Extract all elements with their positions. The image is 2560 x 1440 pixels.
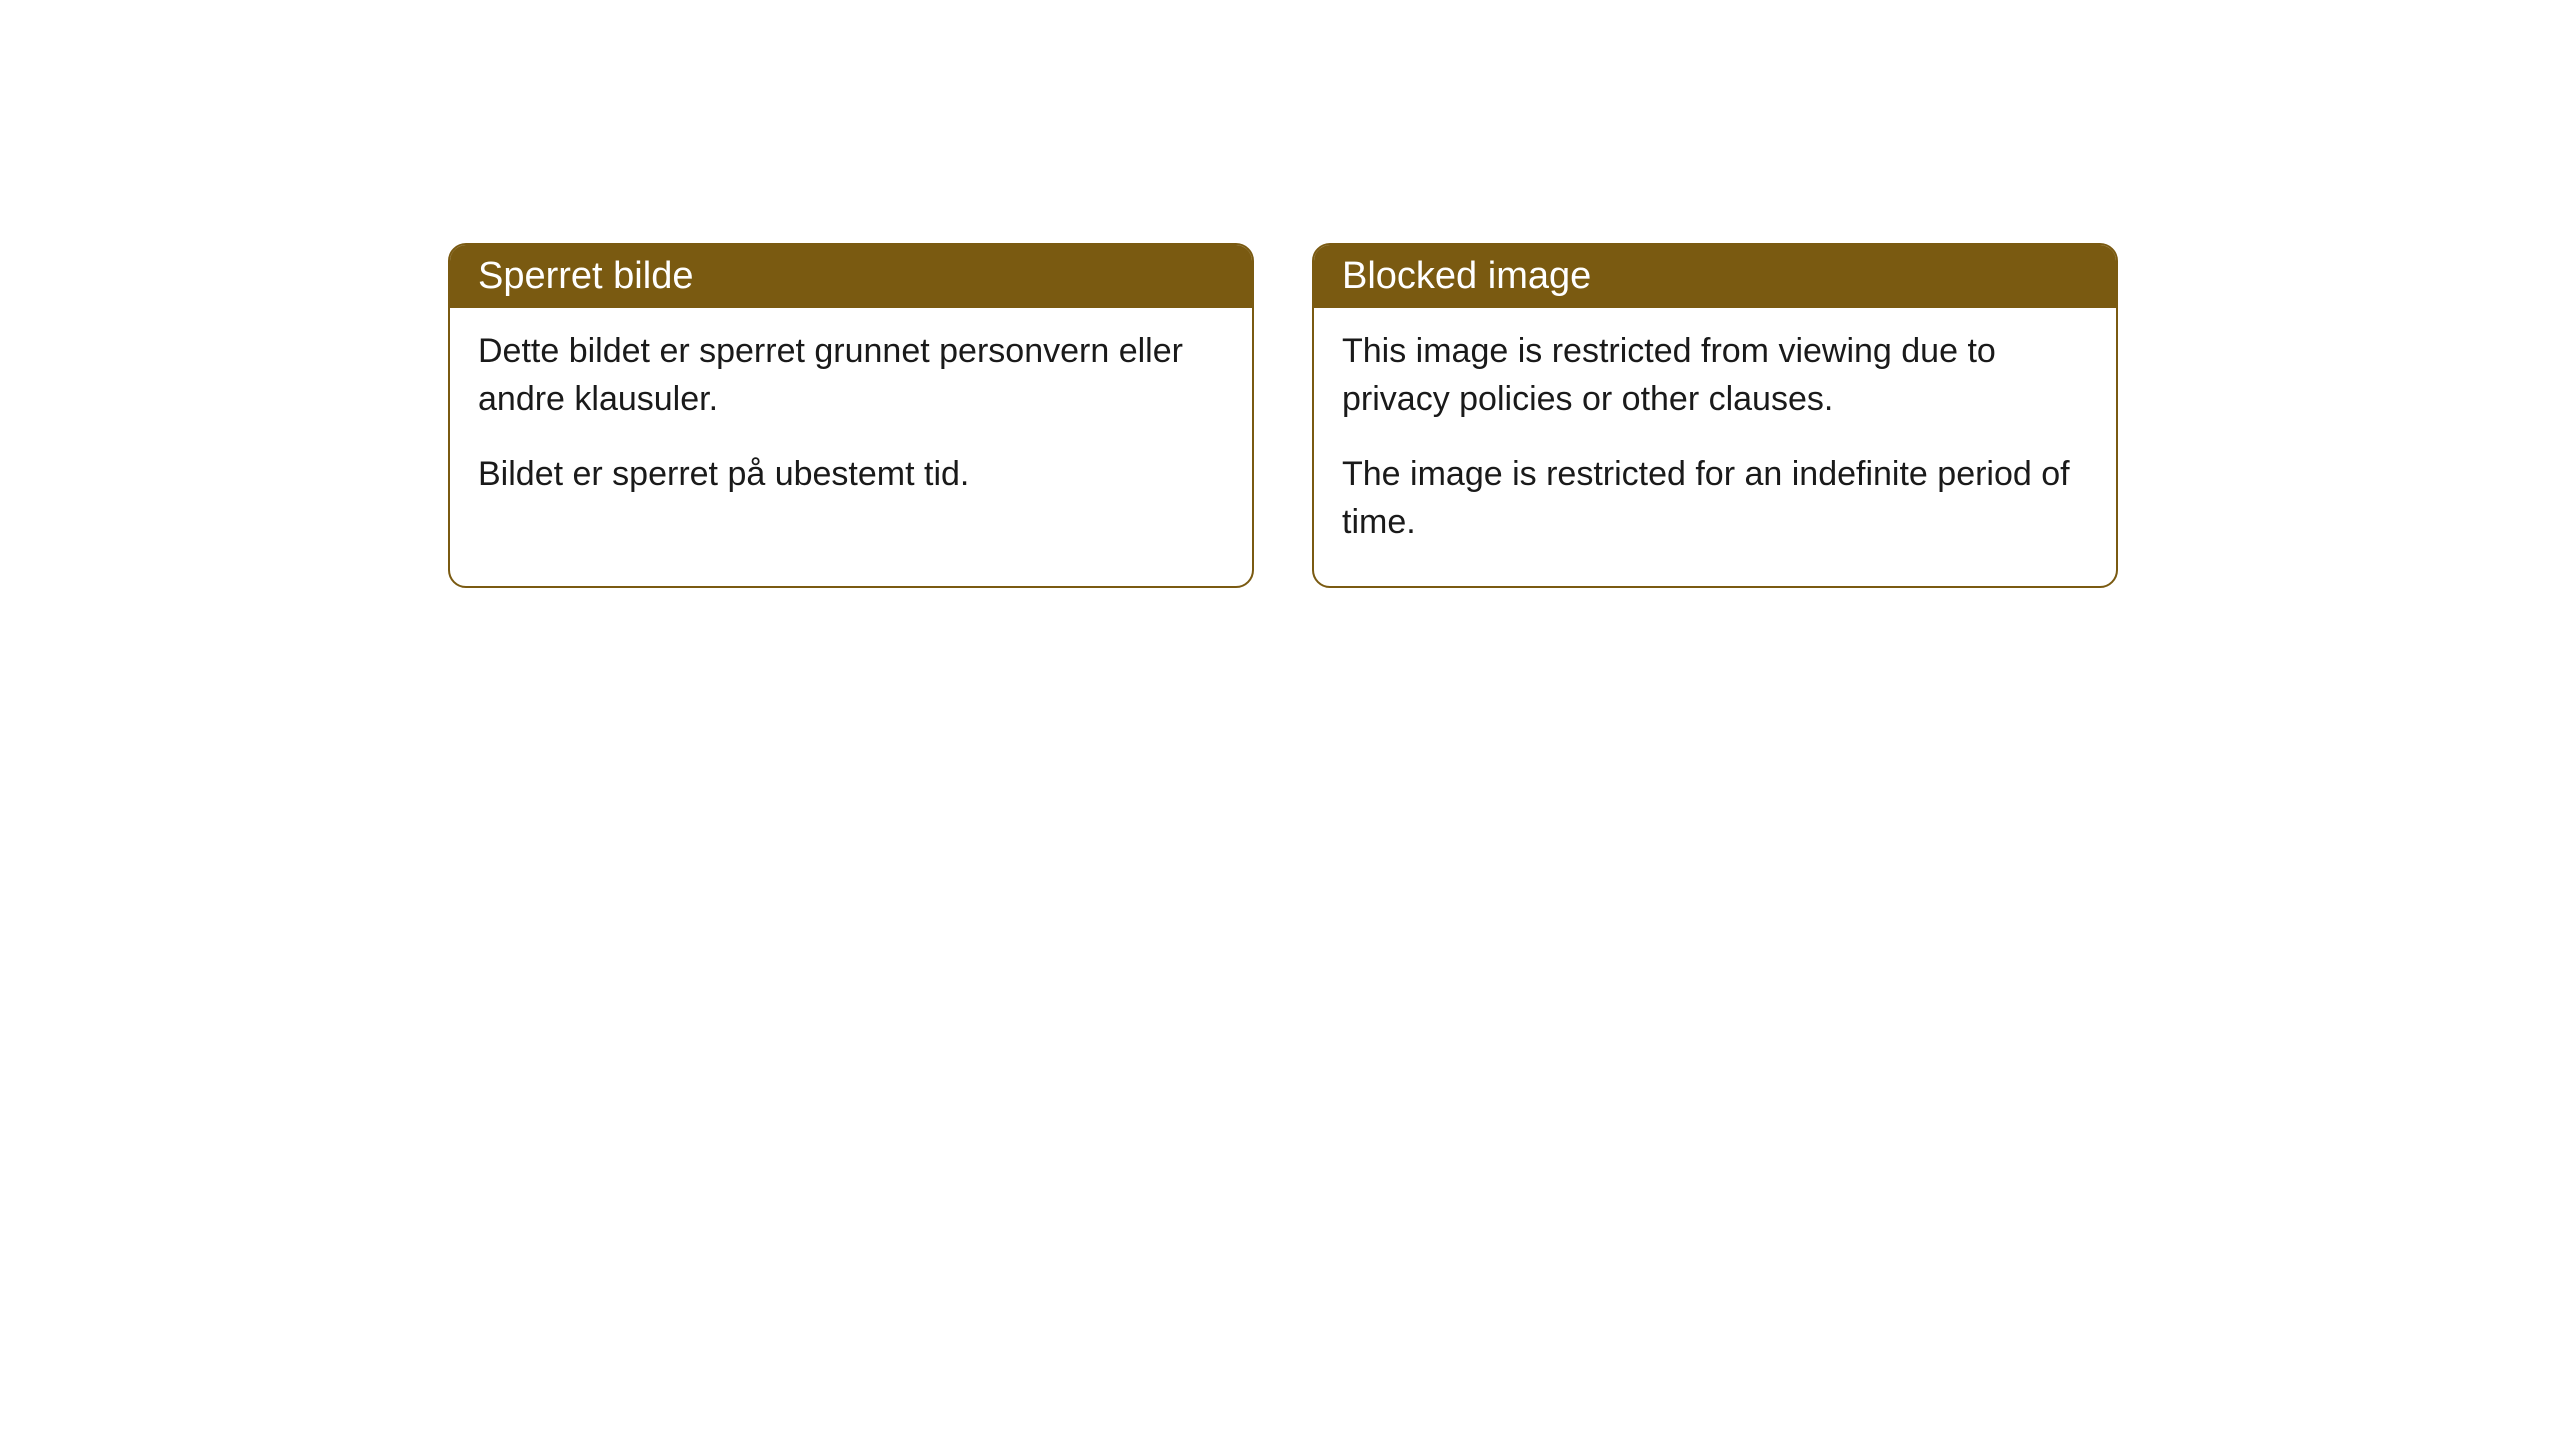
card-header: Sperret bilde <box>450 245 1252 308</box>
card-paragraph: This image is restricted from viewing du… <box>1342 328 2088 423</box>
notice-cards-container: Sperret bilde Dette bildet er sperret gr… <box>0 0 2560 588</box>
card-title: Sperret bilde <box>478 255 693 297</box>
card-title: Blocked image <box>1342 255 1591 297</box>
blocked-image-card-norwegian: Sperret bilde Dette bildet er sperret gr… <box>448 243 1254 588</box>
card-body: Dette bildet er sperret grunnet personve… <box>450 308 1252 539</box>
card-body: This image is restricted from viewing du… <box>1314 308 2116 586</box>
card-header: Blocked image <box>1314 245 2116 308</box>
blocked-image-card-english: Blocked image This image is restricted f… <box>1312 243 2118 588</box>
card-paragraph: Bildet er sperret på ubestemt tid. <box>478 451 1224 499</box>
card-paragraph: The image is restricted for an indefinit… <box>1342 451 2088 546</box>
card-paragraph: Dette bildet er sperret grunnet personve… <box>478 328 1224 423</box>
